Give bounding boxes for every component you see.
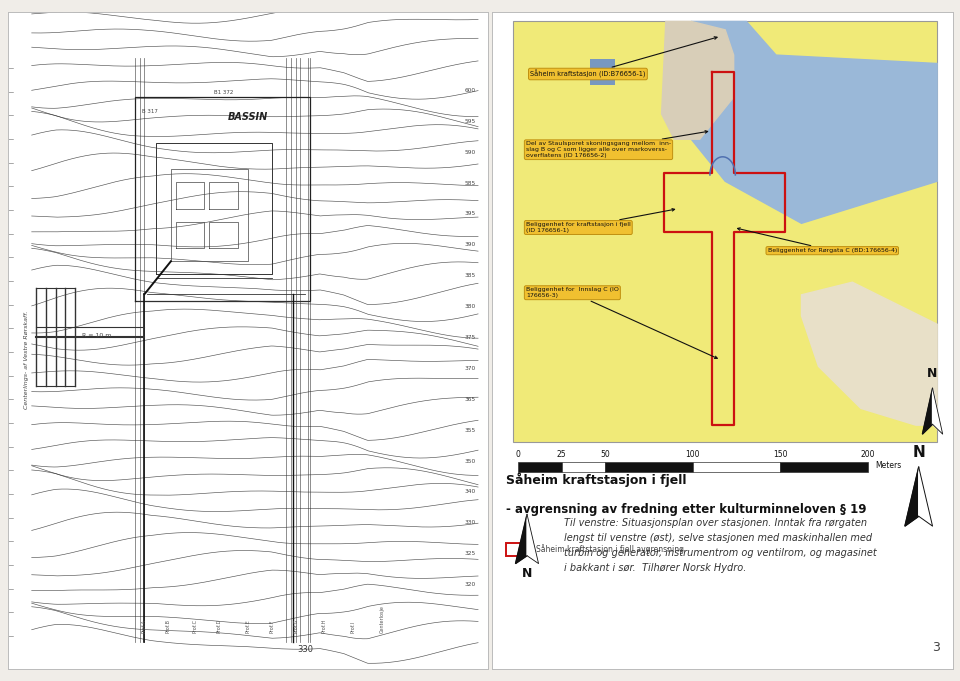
Polygon shape [919,467,932,526]
Text: Prof.H: Prof.H [322,618,327,633]
Text: Del av Staulsporet skoningsgang mellom  inn-
slag B og C som ligger alle over ma: Del av Staulsporet skoningsgang mellom i… [526,131,708,158]
Text: - avgrensning av fredning etter kulturminneloven § 19: - avgrensning av fredning etter kulturmi… [506,503,867,516]
Polygon shape [802,282,937,425]
Bar [506,543,532,556]
Text: Såheim kraftstasjon i fjell avgrensning: Såheim kraftstasjon i fjell avgrensning [537,544,684,554]
Text: Prof.G: Prof.G [293,618,299,633]
Text: 355: 355 [465,428,476,432]
Polygon shape [923,388,932,434]
Text: 600: 600 [465,88,476,93]
Bar [606,462,693,471]
Text: 200: 200 [861,450,876,459]
Bar [517,462,562,471]
Text: Såheim kraftstasjon i fjell: Såheim kraftstasjon i fjell [506,472,686,487]
Text: Prof.A: Prof.A [142,618,147,633]
Polygon shape [527,514,539,564]
Text: Centerlosje: Centerlosje [379,605,385,633]
Text: 25: 25 [557,450,566,459]
Text: Prof.E: Prof.E [245,619,251,633]
Text: 100: 100 [685,450,700,459]
Text: Meters: Meters [875,461,901,470]
Text: 365: 365 [465,397,476,402]
Text: 50: 50 [601,450,611,459]
Text: Prof.I: Prof.I [350,620,356,633]
Polygon shape [932,388,943,434]
Text: 585: 585 [465,180,476,186]
Text: 330: 330 [298,646,313,654]
Text: Prof.D: Prof.D [216,618,222,633]
Text: Beliggenhet for Rørgata C (BD:176656-4): Beliggenhet for Rørgata C (BD:176656-4) [737,227,897,253]
Polygon shape [691,21,937,223]
Text: Prof.C: Prof.C [192,618,198,633]
Text: 0: 0 [516,450,520,459]
Text: BASSIN: BASSIN [228,112,268,122]
Text: 390: 390 [465,242,476,247]
Bar [780,462,868,471]
Text: 395: 395 [465,212,476,217]
Text: 595: 595 [465,118,476,124]
Text: 370: 370 [465,366,476,371]
Polygon shape [661,21,733,139]
Text: 350: 350 [465,458,476,464]
Text: Til venstre: Situasjonsplan over stasjonen. Inntak fra rørgaten
lengst til venst: Til venstre: Situasjonsplan over stasjon… [564,518,876,573]
Text: Prof.F: Prof.F [269,619,275,633]
Text: B 317: B 317 [142,110,158,114]
Text: 380: 380 [465,304,476,309]
Bar [693,462,780,471]
Text: 375: 375 [465,335,476,340]
Polygon shape [516,514,527,564]
Text: 150: 150 [773,450,788,459]
Text: 330: 330 [465,520,476,525]
Text: N: N [522,567,532,580]
Text: Beliggenhet for kraftstasjon i fjell
(ID 176656-1): Beliggenhet for kraftstasjon i fjell (ID… [526,208,675,233]
Bar [562,462,606,471]
Text: B1 372: B1 372 [214,90,233,95]
Text: Beliggenhet for  Innslag C (IO
176656-3): Beliggenhet for Innslag C (IO 176656-3) [526,287,717,358]
Text: R = 10 m: R = 10 m [83,333,111,338]
Text: Såheim kraftstasjon (ID:B76656-1): Såheim kraftstasjon (ID:B76656-1) [530,37,717,78]
Text: N: N [912,445,925,460]
Bar [514,21,937,442]
Text: 325: 325 [465,551,476,556]
Bar [589,59,615,84]
Text: 340: 340 [465,490,476,494]
Text: Prof.B: Prof.B [166,618,171,633]
Text: 385: 385 [465,273,476,279]
Text: 320: 320 [465,582,476,587]
Text: 3: 3 [931,642,940,654]
Text: N: N [927,367,938,380]
Polygon shape [905,467,919,526]
Text: Centerlings- af Vestre Rørskaff.: Centerlings- af Vestre Rørskaff. [24,311,30,409]
Text: 590: 590 [465,150,476,155]
